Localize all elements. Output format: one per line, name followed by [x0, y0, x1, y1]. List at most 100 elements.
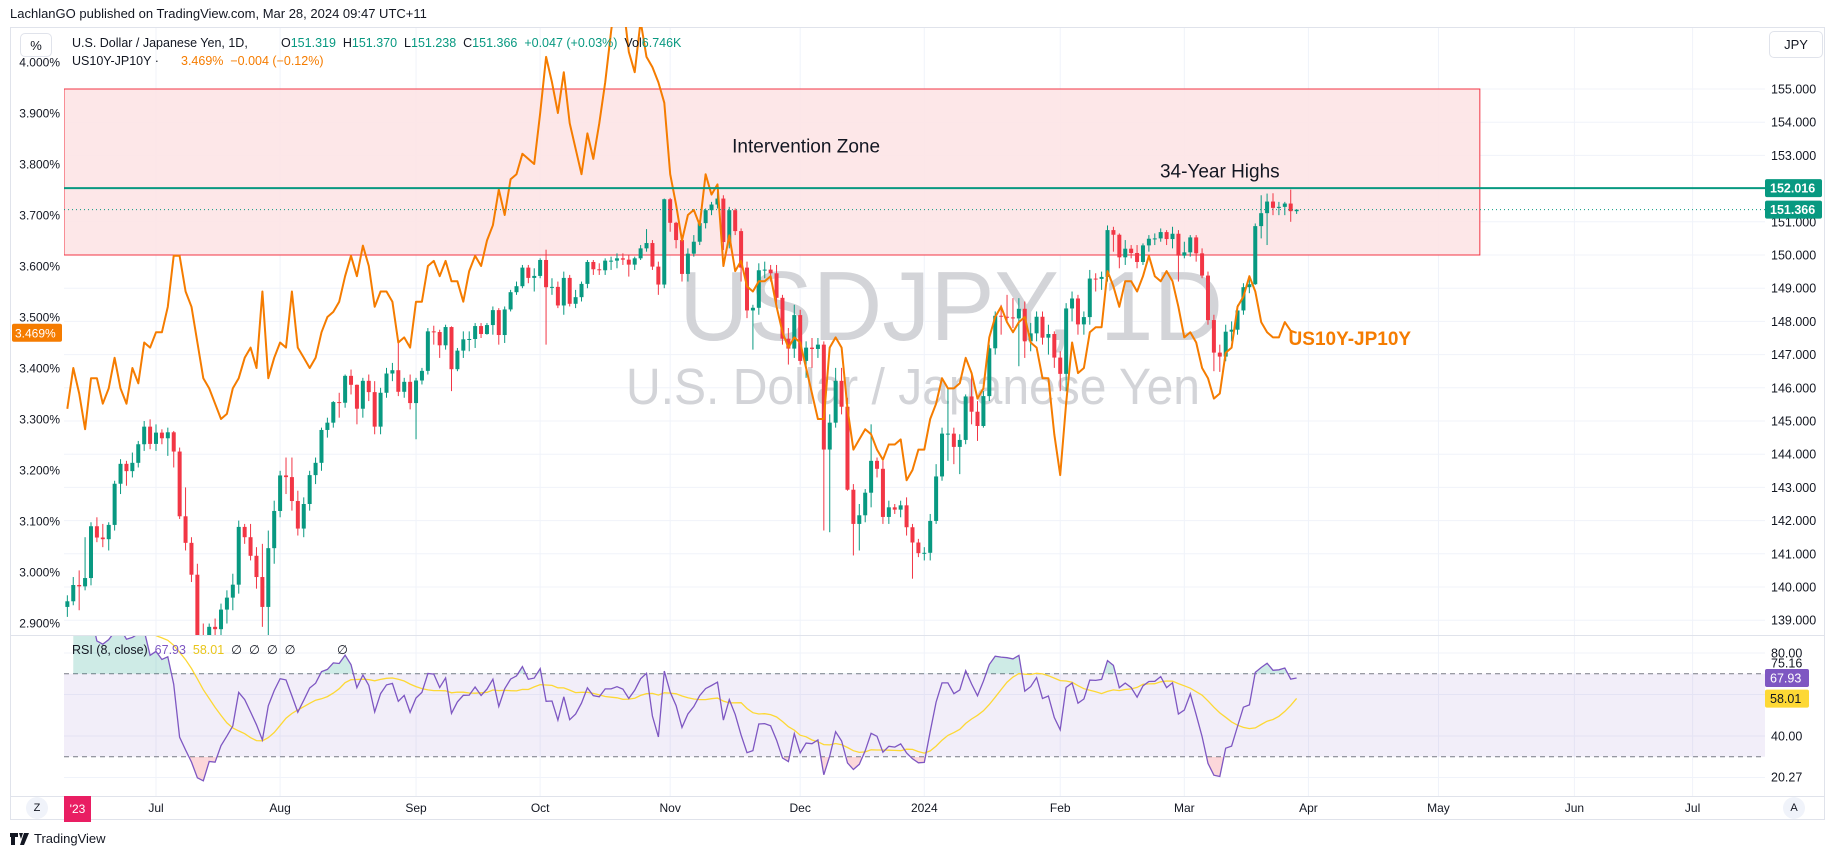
- candle: [83, 537, 88, 591]
- tradingview-logo[interactable]: TradingView: [10, 831, 106, 846]
- candle: [449, 326, 454, 392]
- candle-body: [538, 259, 543, 276]
- candle: [721, 195, 726, 251]
- candle: [940, 427, 945, 481]
- candle-body: [266, 548, 271, 607]
- candle: [662, 198, 667, 289]
- candle: [484, 323, 489, 335]
- candle: [378, 387, 383, 435]
- candle: [514, 281, 519, 295]
- symbol-description[interactable]: U.S. Dollar / Japanese Yen, 1D,: [72, 36, 248, 50]
- spread-name[interactable]: US10Y-JP10Y ·: [72, 54, 159, 68]
- percent-axis-label: 3.500%: [19, 311, 60, 325]
- candle-body: [461, 339, 466, 351]
- percent-axis-label: 3.100%: [19, 515, 60, 529]
- candle-body: [349, 375, 354, 385]
- candle: [745, 261, 749, 319]
- price-axis-label: 141.000: [1771, 547, 1816, 561]
- candle-body: [1294, 209, 1299, 212]
- candle: [402, 377, 407, 398]
- candle-body: [484, 325, 489, 335]
- candle-body: [1188, 237, 1193, 253]
- candle: [431, 325, 436, 345]
- na-value: ∅: [266, 643, 278, 657]
- candle-body: [1028, 333, 1033, 342]
- candle: [875, 457, 880, 478]
- published-caption: LachlanGO published on TradingView.com, …: [10, 6, 427, 21]
- intervention-zone[interactable]: [64, 88, 1481, 256]
- annotations: Intervention Zone 34-Year Highs US10Y-JP10…: [732, 136, 1411, 350]
- candle: [1052, 331, 1057, 368]
- candle-body: [219, 609, 224, 630]
- candle: [260, 543, 265, 627]
- zoom-button[interactable]: Z: [26, 797, 48, 819]
- candle: [591, 259, 596, 275]
- spread-change: −0.004 (−0.12%): [230, 54, 324, 68]
- candle-body: [106, 524, 111, 540]
- percent-scale-button[interactable]: %: [20, 33, 52, 57]
- candle-body: [745, 267, 749, 311]
- candle-body: [727, 210, 732, 243]
- candle-body: [1270, 201, 1275, 208]
- price-axis-label: 149.000: [1771, 282, 1816, 296]
- candle: [496, 308, 501, 345]
- candle: [177, 447, 182, 519]
- time-axis-label: May: [1427, 801, 1450, 815]
- candle: [1205, 271, 1210, 325]
- candle-body: [603, 260, 608, 271]
- candle-body: [774, 273, 779, 298]
- candle: [668, 197, 673, 232]
- candle-body: [999, 315, 1004, 317]
- candle-body: [1223, 331, 1228, 357]
- candle: [656, 261, 661, 295]
- candle-body: [254, 555, 259, 578]
- price-axis-label: 140.000: [1771, 581, 1816, 595]
- currency-button[interactable]: JPY: [1769, 31, 1823, 58]
- tradingview-logo-icon: [10, 832, 29, 845]
- candle: [142, 421, 147, 451]
- candle: [632, 256, 637, 270]
- candle-body: [1099, 276, 1104, 279]
- candle-body: [278, 475, 283, 511]
- candle: [922, 547, 927, 561]
- candle: [112, 480, 117, 531]
- candle-body: [1034, 316, 1039, 334]
- candle-body: [390, 370, 395, 374]
- candle-body: [1105, 230, 1110, 277]
- candle: [1117, 233, 1122, 269]
- watermark-symbol: USDJPY, 1D: [679, 251, 1223, 361]
- candle-body: [880, 468, 885, 517]
- candle-body: [402, 381, 407, 392]
- candle: [331, 401, 336, 428]
- candle-body: [650, 243, 655, 267]
- candle-body: [662, 199, 667, 285]
- candle: [1093, 273, 1098, 292]
- price-axis-label: 143.000: [1771, 481, 1816, 495]
- candle-body: [910, 527, 915, 543]
- candle-body: [786, 338, 791, 349]
- time-axis-label: Dec: [790, 801, 811, 815]
- candle: [437, 329, 442, 358]
- rsi-axis-label: 20.27: [1771, 770, 1802, 784]
- auto-scale-button[interactable]: A: [1783, 797, 1805, 819]
- candle: [798, 309, 803, 365]
- low-label: L: [404, 36, 411, 50]
- rsi-label[interactable]: RSI (8, close): [72, 643, 148, 657]
- candle-body: [1146, 238, 1151, 246]
- na-value: ∅: [284, 643, 296, 657]
- rsi-band: [64, 673, 1765, 757]
- candle: [284, 457, 289, 495]
- high-label: H: [342, 36, 352, 50]
- candle: [65, 595, 70, 617]
- candle-body: [632, 258, 637, 265]
- rsi-pane[interactable]: [64, 612, 1765, 782]
- candle-body: [857, 515, 862, 524]
- price-axis-label: 144.000: [1771, 448, 1816, 462]
- spread-badge: [12, 323, 62, 342]
- ohlc-legend: O151.319 H151.370 L151.238 C151.366 +0.0…: [281, 36, 681, 50]
- candle: [354, 384, 359, 425]
- axes[interactable]: Jul Aug Sep Oct Nov Dec 2024 Feb Mar Apr May Jun Jul…: [12, 56, 1822, 816]
- candle-body: [922, 552, 927, 554]
- time-axis-label: Jul: [148, 801, 163, 815]
